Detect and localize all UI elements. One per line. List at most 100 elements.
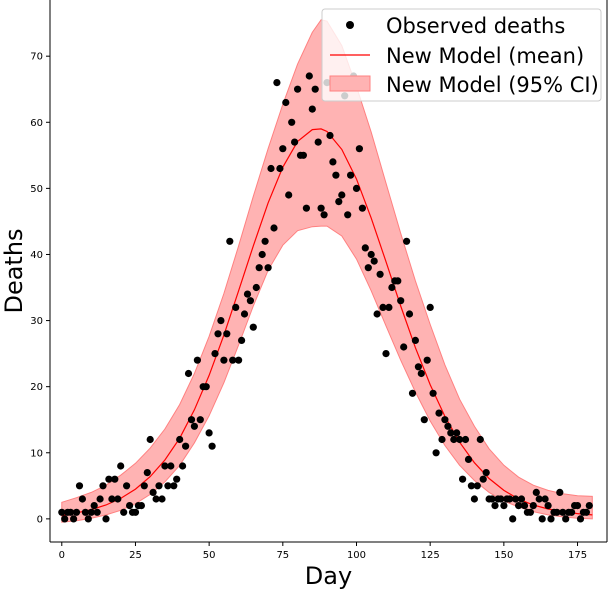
observed-point <box>187 416 196 424</box>
observed-point <box>202 383 210 391</box>
observed-point <box>252 283 260 292</box>
observed-point <box>276 164 284 173</box>
observed-point <box>238 336 246 344</box>
observed-point <box>161 462 169 470</box>
observed-point <box>453 429 461 437</box>
observed-point <box>441 416 449 424</box>
observed-point <box>75 482 84 490</box>
observed-point <box>155 482 163 490</box>
observed-point <box>526 508 535 516</box>
observed-point <box>361 244 369 252</box>
observed-point <box>417 369 425 378</box>
y-tick-label: 30 <box>30 316 43 327</box>
observed-point <box>538 515 546 523</box>
observed-point <box>184 369 193 378</box>
x-tick-label: 100 <box>347 550 366 561</box>
observed-point <box>426 303 434 311</box>
observed-point <box>179 462 187 470</box>
observed-point <box>520 502 529 510</box>
observed-point <box>81 508 89 516</box>
observed-point <box>102 515 110 523</box>
observed-point <box>196 416 204 424</box>
observed-point <box>220 356 228 364</box>
legend-marker-observed <box>346 21 354 29</box>
observed-point <box>314 138 322 146</box>
observed-point <box>444 422 452 430</box>
observed-point <box>255 264 263 272</box>
observed-point <box>311 85 319 93</box>
observed-point <box>568 508 576 516</box>
observed-point <box>435 409 443 417</box>
observed-point <box>232 303 240 311</box>
observed-point <box>93 508 101 516</box>
observed-point <box>140 482 148 490</box>
observed-point <box>467 482 475 490</box>
observed-point <box>347 171 355 179</box>
observed-point <box>229 356 237 364</box>
observed-point <box>488 495 496 503</box>
observed-point <box>58 508 66 516</box>
observed-point <box>506 495 514 503</box>
observed-point <box>582 508 591 516</box>
observed-point <box>205 429 213 437</box>
observed-point <box>544 502 552 510</box>
observed-point <box>193 356 201 364</box>
observed-point <box>573 502 582 510</box>
observed-point <box>320 211 328 219</box>
observed-point <box>500 502 508 510</box>
y-tick-label: 20 <box>30 382 43 393</box>
observed-point <box>326 131 334 140</box>
y-tick-label: 70 <box>30 52 43 63</box>
observed-point <box>299 151 307 159</box>
observed-point <box>285 191 293 199</box>
observed-point <box>143 469 151 477</box>
legend-label-mean: New Model (mean) <box>386 44 584 68</box>
observed-point <box>72 508 81 516</box>
observed-point <box>385 303 393 311</box>
observed-point <box>329 158 337 166</box>
observed-point <box>279 145 287 153</box>
observed-point <box>497 495 505 503</box>
observed-point <box>105 475 113 483</box>
observed-point <box>429 389 437 397</box>
observed-point <box>246 297 254 305</box>
observed-point <box>344 211 352 219</box>
observed-point <box>78 495 86 503</box>
observed-point <box>208 442 216 450</box>
observed-point <box>517 495 526 503</box>
observed-point <box>473 482 481 490</box>
observed-point <box>382 350 390 358</box>
y-tick-label: 60 <box>30 118 43 129</box>
x-tick-label: 0 <box>59 550 65 561</box>
observed-point <box>99 482 107 490</box>
observed-point <box>373 310 381 318</box>
observed-point <box>146 435 154 444</box>
observed-point <box>532 488 540 496</box>
legend-marker-ci <box>329 75 371 92</box>
observed-point <box>223 330 231 338</box>
observed-point <box>376 270 384 278</box>
observed-point <box>397 297 405 305</box>
observed-point <box>438 435 446 444</box>
observed-point <box>511 495 520 503</box>
observed-point <box>96 495 104 503</box>
observed-point <box>370 257 378 265</box>
observed-point <box>126 502 134 510</box>
y-tick-label: 40 <box>30 250 43 261</box>
observed-point <box>408 389 417 397</box>
observed-point <box>317 204 325 212</box>
observed-point <box>267 164 275 173</box>
observed-point <box>249 323 257 331</box>
observed-point <box>388 283 396 292</box>
legend-label-observed: Observed deaths <box>386 14 565 38</box>
observed-point <box>258 250 266 259</box>
observed-point <box>152 495 160 503</box>
observed-point <box>61 515 69 523</box>
mean-line <box>61 128 593 517</box>
observed-point <box>576 515 585 523</box>
observed-point <box>464 455 473 463</box>
observed-point <box>211 350 219 358</box>
observed-point <box>67 508 75 516</box>
observed-point <box>302 204 310 212</box>
legend: Observed deaths New Model (mean) New Mod… <box>321 8 602 102</box>
